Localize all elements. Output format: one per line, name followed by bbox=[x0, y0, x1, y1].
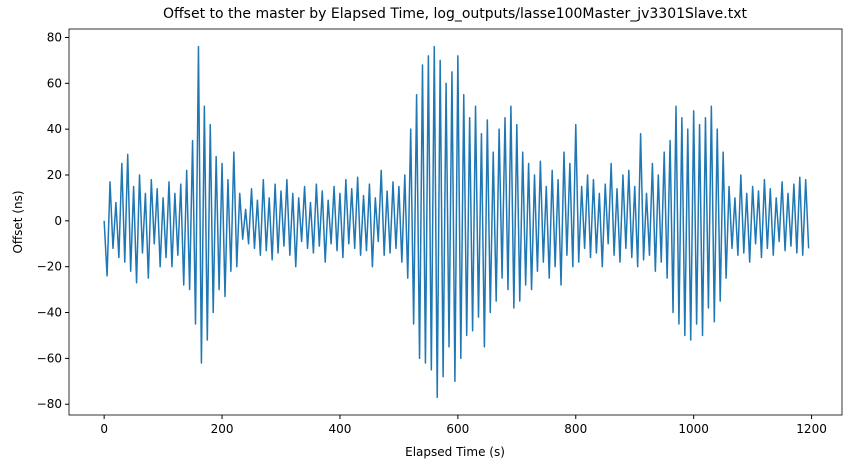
data-line bbox=[103, 45, 810, 399]
y-tick-label: −60 bbox=[37, 351, 62, 365]
chart-title: Offset to the master by Elapsed Time, lo… bbox=[163, 6, 748, 22]
x-tick-label: 400 bbox=[328, 422, 351, 436]
y-tick-label: −40 bbox=[37, 306, 62, 320]
y-tick-label: 40 bbox=[47, 122, 62, 136]
y-axis-label: Offset (ns) bbox=[11, 190, 25, 253]
x-tick-label: 800 bbox=[564, 422, 587, 436]
x-axis-label: Elapsed Time (s) bbox=[405, 445, 505, 459]
y-tick-label: 80 bbox=[47, 30, 62, 44]
y-tick-label: 60 bbox=[47, 76, 62, 90]
x-tick-label: 1000 bbox=[678, 422, 709, 436]
plot-frame bbox=[68, 28, 843, 416]
y-tick-label: −80 bbox=[37, 397, 62, 411]
y-tick-label: 0 bbox=[54, 214, 62, 228]
x-tick-label: 600 bbox=[446, 422, 469, 436]
y-tick-label: −20 bbox=[37, 260, 62, 274]
x-tick-label: 200 bbox=[211, 422, 234, 436]
x-tick-label: 1200 bbox=[796, 422, 827, 436]
y-tick-label: 20 bbox=[47, 168, 62, 182]
x-tick-label: 0 bbox=[100, 422, 108, 436]
